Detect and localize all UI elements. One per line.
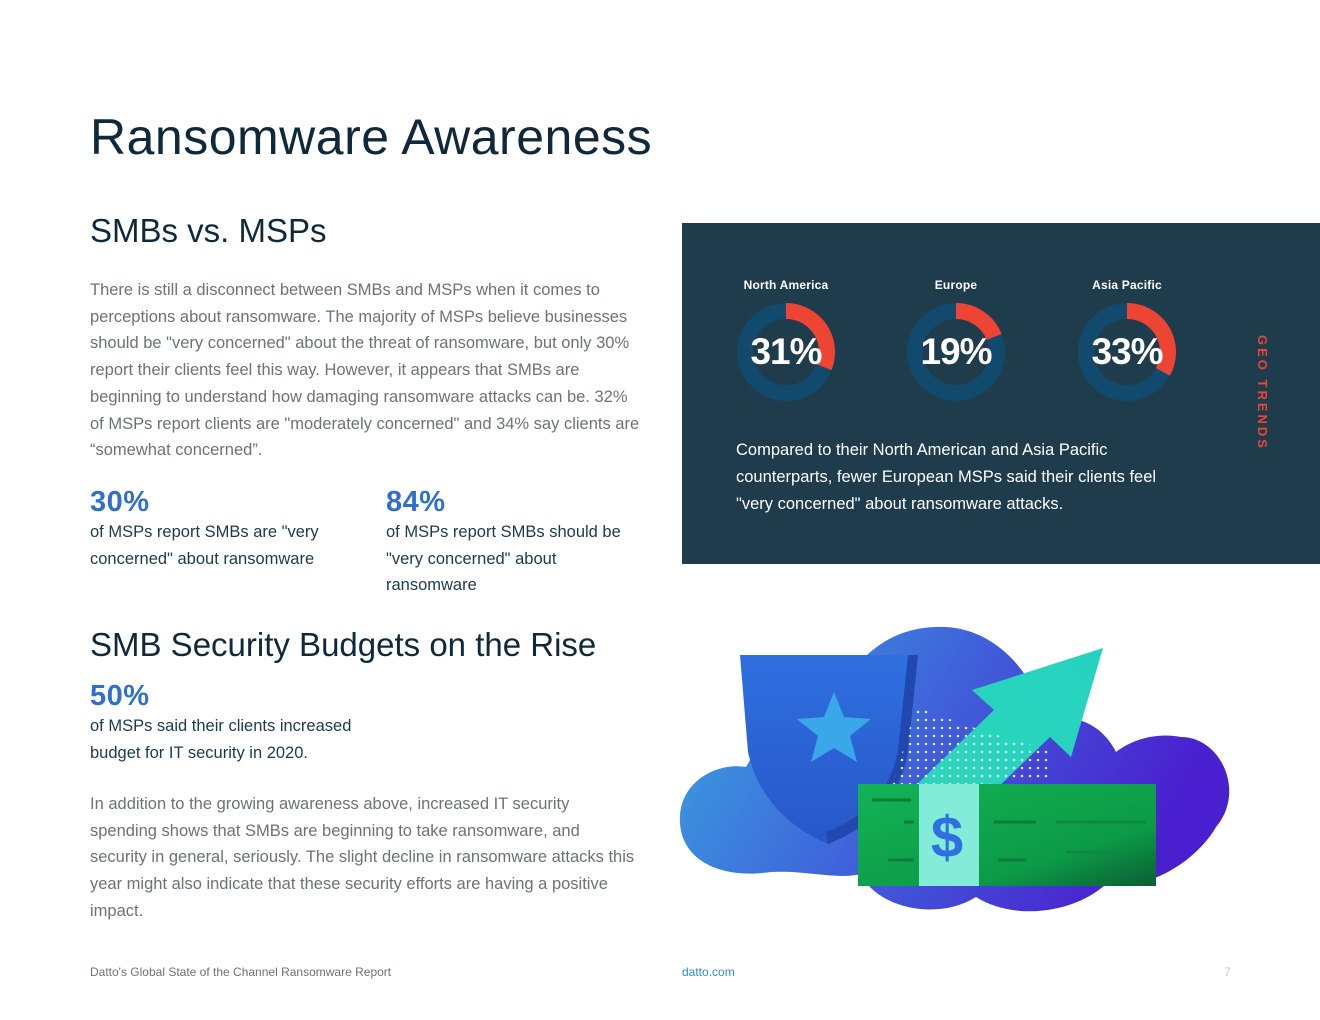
dollar-sign-icon: $ xyxy=(931,805,963,870)
donut-percent: 31% xyxy=(750,331,822,372)
security-budget-illustration: $ xyxy=(679,626,1230,912)
stat-label: of MSPs report SMBs are "very concerned"… xyxy=(90,523,319,568)
donut-chart: 31% xyxy=(736,302,836,402)
geo-trends-text: Compared to their North American and Asi… xyxy=(736,441,1157,513)
smbs-vs-msps-paragraph: There is still a disconnect between SMBs… xyxy=(90,281,640,460)
stat-block-84: 84% of MSPs report SMBs should be "very … xyxy=(386,486,636,599)
footer-report-name: Datto's Global State of the Channel Rans… xyxy=(90,965,392,979)
region-name: North America xyxy=(743,278,829,292)
ring-value-arc xyxy=(737,303,835,401)
region-name: Europe xyxy=(934,278,978,292)
region-name: Asia Pacific xyxy=(1092,278,1162,292)
star-icon xyxy=(797,692,871,762)
region-europe: Europe 19% xyxy=(886,278,1026,402)
stat-value: 30% xyxy=(90,486,150,518)
region-north-america: North America 31% xyxy=(716,278,856,402)
page-title: Ransomware Awareness xyxy=(90,109,653,165)
footer-website-link[interactable]: datto.com xyxy=(682,965,735,979)
stat-label: of MSPs report SMBs should be "very conc… xyxy=(386,523,621,595)
ring-value-arc xyxy=(907,303,1005,401)
donut-percent: 19% xyxy=(920,331,992,372)
dotted-pattern xyxy=(891,707,1050,790)
section-heading-smbs-vs-msps: SMBs vs. MSPs xyxy=(90,212,327,249)
stat-label: of MSPs said their clients increased bud… xyxy=(90,717,352,762)
budgets-paragraph: In addition to the growing awareness abo… xyxy=(90,795,635,920)
donut-chart: 19% xyxy=(906,302,1006,402)
geo-trends-side-label: GEO TRENDS xyxy=(1255,335,1270,451)
donut-chart: 33% xyxy=(1077,302,1177,402)
money-bill-center xyxy=(919,784,979,886)
donut-percent: 33% xyxy=(1091,331,1163,372)
donut-ring xyxy=(907,303,1005,401)
stat-block-50: 50% of MSPs said their clients increased… xyxy=(90,680,380,766)
ring-value-arc xyxy=(1078,303,1176,401)
stat-value: 84% xyxy=(386,486,446,518)
stat-value: 50% xyxy=(90,680,150,712)
footer-page-number: 7 xyxy=(1224,965,1231,979)
section-heading-budgets: SMB Security Budgets on the Rise xyxy=(90,626,597,663)
donut-ring xyxy=(1078,303,1176,401)
region-asia-pacific: Asia Pacific 33% xyxy=(1057,278,1197,402)
donut-ring xyxy=(737,303,835,401)
geo-trends-panel: North America 31% Europe 19% Asia Pacifi… xyxy=(682,223,1320,564)
stat-block-30: 30% of MSPs report SMBs are "very concer… xyxy=(90,486,320,572)
